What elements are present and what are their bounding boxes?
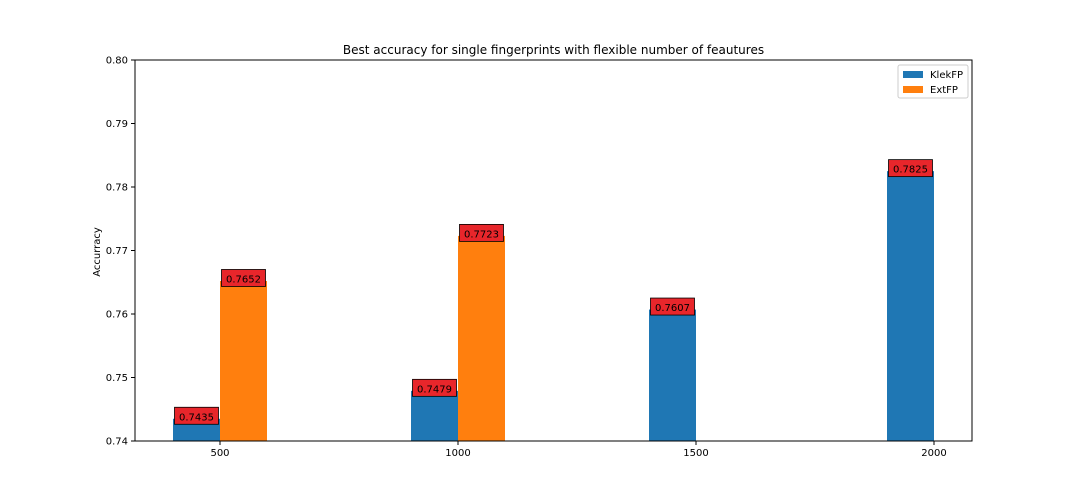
- data-label-box: [412, 378, 457, 397]
- data-label-box: [888, 159, 933, 178]
- legend: KlekFP ExtFP: [897, 64, 969, 99]
- y-tick-label: 0.77: [106, 246, 128, 257]
- y-tick-label: 0.75: [106, 373, 128, 384]
- bar-klekfp-1000: [411, 390, 458, 441]
- x-tick-label: 1500: [683, 448, 708, 459]
- x-tick-label: 500: [210, 448, 229, 459]
- data-labels-layer: 0.7435 0.7652 0.7479 0.7723 0.7607 0.7825: [174, 159, 933, 425]
- y-tick-label: 0.78: [106, 183, 128, 194]
- data-label: 0.7607: [655, 303, 690, 314]
- x-tick-label: 1000: [445, 448, 470, 459]
- x-tick-label: 2000: [921, 448, 946, 459]
- y-tick-label: 0.74: [106, 437, 128, 448]
- data-label: 0.7435: [179, 412, 214, 423]
- y-tick-label: 0.79: [106, 119, 128, 130]
- y-axis-ticks: 0.74 0.75 0.76 0.77 0.78 0.79 0.80: [106, 56, 135, 448]
- data-label-box: [650, 297, 695, 316]
- legend-swatch-extfp: [903, 86, 923, 93]
- legend-label-extfp: ExtFP: [930, 85, 958, 96]
- y-tick-label: 0.80: [106, 56, 128, 67]
- x-axis-ticks: 500 1000 1500 2000: [210, 441, 947, 459]
- data-label-box: [459, 223, 504, 242]
- chart-title: Best accuracy for single fingerprints wi…: [343, 43, 764, 57]
- bar-klekfp-1500: [649, 309, 696, 441]
- data-label: 0.7825: [893, 165, 928, 176]
- bar-extfp-1000: [458, 235, 505, 441]
- bars-layer: [173, 171, 934, 441]
- data-label: 0.7652: [226, 274, 261, 285]
- legend-label-klekfp: KlekFP: [930, 70, 963, 81]
- data-label: 0.7479: [417, 384, 452, 395]
- bar-klekfp-2000: [887, 171, 934, 441]
- data-label: 0.7723: [464, 229, 499, 240]
- data-label-box: [174, 406, 219, 425]
- bar-extfp-500: [220, 280, 267, 441]
- y-tick-label: 0.76: [106, 310, 128, 321]
- data-label-box: [221, 269, 266, 287]
- y-axis-label: Accurracy: [92, 227, 103, 277]
- legend-swatch-klekfp: [903, 71, 923, 78]
